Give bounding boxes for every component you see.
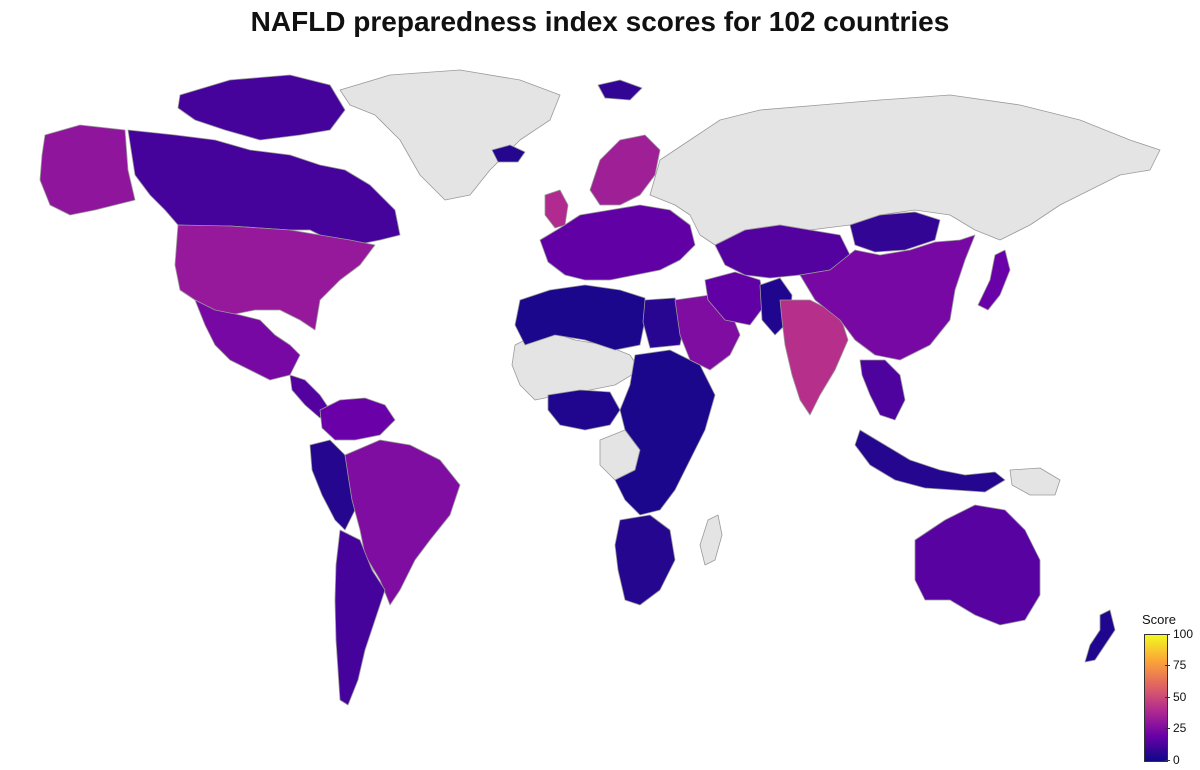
egypt[interactable] [642, 297, 686, 349]
legend-color-bar [1144, 634, 1168, 762]
uk[interactable] [544, 189, 569, 229]
scandinavia[interactable] [589, 134, 661, 206]
europe[interactable] [539, 204, 696, 281]
legend-tick-0: 0 [1165, 753, 1180, 767]
greenland[interactable] [339, 69, 561, 201]
legend: Score 100 75 50 25 0 [1140, 612, 1200, 770]
legend-tick-75: 75 [1164, 658, 1187, 672]
legend-tick-100: 100 [1164, 627, 1194, 641]
iran[interactable] [704, 271, 766, 326]
indonesia[interactable] [854, 429, 1006, 493]
legend-title: Score [1142, 612, 1176, 627]
north-africa[interactable] [514, 284, 646, 351]
map-title: NAFLD preparedness index scores for 102 … [250, 6, 950, 37]
peru-ecuador[interactable] [309, 439, 356, 531]
canada[interactable] [127, 129, 401, 246]
central-east-africa[interactable] [614, 349, 716, 516]
australia[interactable] [914, 504, 1041, 626]
japan[interactable] [977, 249, 1011, 311]
mexico[interactable] [194, 299, 301, 381]
svalbard[interactable] [597, 79, 643, 101]
brazil[interactable] [344, 439, 461, 606]
legend-tick-25: 25 [1164, 721, 1187, 735]
china[interactable] [799, 234, 976, 361]
argentina-chile[interactable] [334, 529, 386, 706]
colombia-venezuela[interactable] [319, 397, 396, 441]
legend-tick-50: 50 [1164, 690, 1187, 704]
alaska[interactable] [39, 124, 136, 216]
iceland[interactable] [491, 144, 526, 163]
madagascar[interactable] [699, 514, 723, 566]
mongolia[interactable] [849, 211, 941, 253]
new-zealand[interactable] [1084, 609, 1116, 663]
png[interactable] [1009, 467, 1061, 496]
canadian-arctic-islands[interactable] [177, 74, 346, 141]
southern-africa[interactable] [614, 514, 676, 606]
west-africa[interactable] [547, 389, 621, 431]
southeast-asia[interactable] [859, 359, 906, 421]
